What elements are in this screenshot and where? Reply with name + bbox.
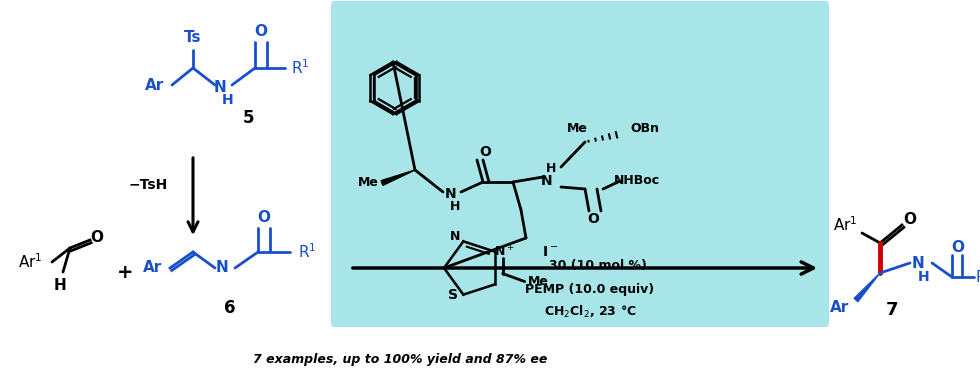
Text: $\rm R^1$: $\rm R^1$ bbox=[975, 268, 980, 286]
Text: 6: 6 bbox=[224, 299, 236, 317]
Text: CH$_2$Cl$_2$, 23 °C: CH$_2$Cl$_2$, 23 °C bbox=[544, 304, 636, 320]
Text: 7 examples, up to 100% yield and 87% ee: 7 examples, up to 100% yield and 87% ee bbox=[253, 353, 547, 366]
Text: NHBoc: NHBoc bbox=[613, 174, 661, 188]
Text: H: H bbox=[222, 93, 234, 107]
FancyBboxPatch shape bbox=[331, 1, 829, 327]
Text: O: O bbox=[904, 212, 916, 226]
Text: Ar: Ar bbox=[143, 260, 163, 276]
Text: H: H bbox=[546, 163, 557, 176]
Text: Me: Me bbox=[528, 275, 549, 288]
Text: N: N bbox=[911, 255, 924, 271]
Text: $\rm Ar^1$: $\rm Ar^1$ bbox=[833, 216, 858, 234]
Text: O: O bbox=[90, 231, 104, 246]
Text: $\rm R^1$: $\rm R^1$ bbox=[298, 243, 317, 261]
Text: 30 (10 mol %): 30 (10 mol %) bbox=[549, 258, 647, 271]
Text: Ar: Ar bbox=[145, 77, 165, 93]
Text: Ar: Ar bbox=[830, 301, 850, 316]
Text: H: H bbox=[918, 270, 930, 284]
Text: −TsH: −TsH bbox=[128, 178, 168, 192]
Text: $\rm Ar^1$: $\rm Ar^1$ bbox=[18, 253, 42, 271]
Text: N: N bbox=[216, 260, 228, 276]
Text: O: O bbox=[952, 240, 964, 255]
Text: O: O bbox=[587, 212, 599, 226]
Text: O: O bbox=[258, 210, 270, 226]
Text: PEMP (10.0 equiv): PEMP (10.0 equiv) bbox=[525, 283, 655, 296]
Text: S: S bbox=[448, 288, 459, 301]
Text: N$^+$: N$^+$ bbox=[494, 244, 514, 259]
Text: O: O bbox=[255, 25, 268, 39]
Text: +: + bbox=[117, 262, 133, 282]
Text: H: H bbox=[450, 199, 461, 212]
Polygon shape bbox=[855, 273, 880, 302]
Text: N: N bbox=[450, 230, 461, 243]
Text: 5: 5 bbox=[242, 109, 254, 127]
Text: Ts: Ts bbox=[184, 30, 202, 45]
Text: O: O bbox=[479, 145, 491, 159]
Text: N: N bbox=[541, 174, 553, 188]
Text: 7: 7 bbox=[886, 301, 899, 319]
Polygon shape bbox=[381, 170, 415, 185]
Text: Me: Me bbox=[566, 122, 587, 135]
Text: OBn: OBn bbox=[630, 122, 660, 136]
Text: N: N bbox=[214, 81, 226, 95]
Text: $\rm R^1$: $\rm R^1$ bbox=[291, 59, 310, 77]
Text: H: H bbox=[54, 278, 67, 292]
Text: I$^-$: I$^-$ bbox=[542, 245, 559, 259]
Text: Me: Me bbox=[358, 176, 378, 190]
Text: N: N bbox=[445, 187, 457, 201]
